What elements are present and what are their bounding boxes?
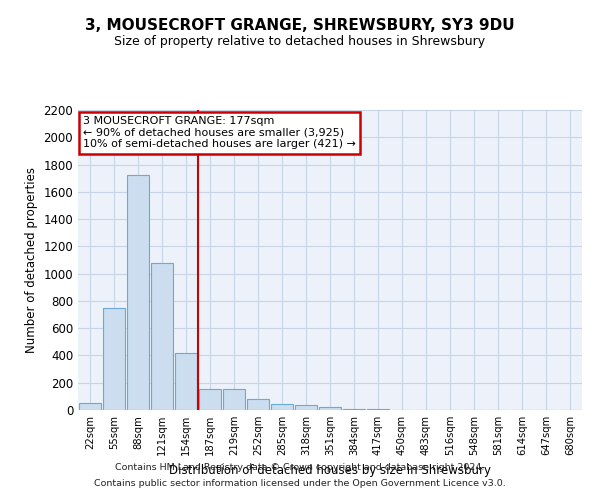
Bar (247, 399, 269, 410)
Bar (199, 389, 221, 410)
Text: 3 MOUSECROFT GRANGE: 177sqm
← 90% of detached houses are smaller (3,925)
10% of : 3 MOUSECROFT GRANGE: 177sqm ← 90% of det… (83, 116, 356, 149)
Y-axis label: Number of detached properties: Number of detached properties (25, 167, 38, 353)
Bar (127, 176, 149, 410)
Bar (175, 352, 197, 410)
Text: 3, MOUSECROFT GRANGE, SHREWSBURY, SY3 9DU: 3, MOUSECROFT GRANGE, SHREWSBURY, SY3 9D… (85, 18, 515, 32)
Bar (295, 405, 317, 410)
Bar (223, 389, 245, 410)
Text: Contains HM Land Registry data © Crown copyright and database right 2024.: Contains HM Land Registry data © Crown c… (115, 464, 485, 472)
Bar (271, 404, 293, 410)
Bar (151, 264, 173, 410)
Text: Contains public sector information licensed under the Open Government Licence v3: Contains public sector information licen… (94, 478, 506, 488)
Text: Size of property relative to detached houses in Shrewsbury: Size of property relative to detached ho… (115, 35, 485, 48)
Bar (79, 403, 101, 410)
Bar (319, 406, 341, 410)
X-axis label: Distribution of detached houses by size in Shrewsbury: Distribution of detached houses by size … (169, 464, 491, 476)
Bar (103, 308, 125, 410)
